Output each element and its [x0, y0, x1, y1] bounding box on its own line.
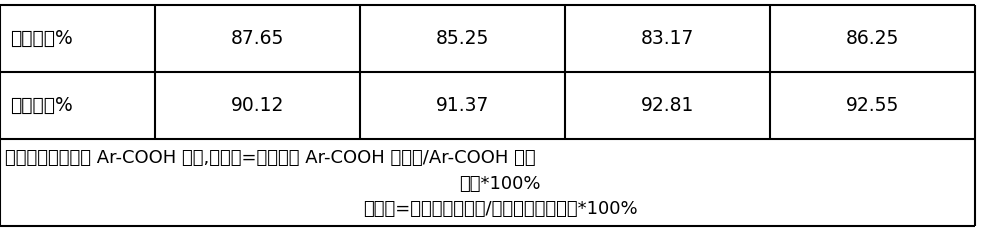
- Text: 91.37: 91.37: [436, 96, 489, 115]
- Text: 86.25: 86.25: [846, 29, 899, 48]
- Text: 选择性，%: 选择性，%: [10, 96, 73, 115]
- Text: 85.25: 85.25: [436, 29, 489, 48]
- Text: 87.65: 87.65: [231, 29, 284, 48]
- Text: 表中转化率以原料 Ar-COOH 计算,转化率=已转化的 Ar-COOH 摩尔量/Ar-COOH 总摩: 表中转化率以原料 Ar-COOH 计算,转化率=已转化的 Ar-COOH 摩尔量…: [5, 149, 536, 167]
- Text: 90.12: 90.12: [231, 96, 284, 115]
- Text: 92.81: 92.81: [641, 96, 694, 115]
- Text: 选择性=目标产物摩尔量/所有产物总摩尔量*100%: 选择性=目标产物摩尔量/所有产物总摩尔量*100%: [363, 200, 637, 218]
- Text: 83.17: 83.17: [641, 29, 694, 48]
- Text: 转化率，%: 转化率，%: [10, 29, 73, 48]
- Text: 92.55: 92.55: [846, 96, 899, 115]
- Text: 尔量*100%: 尔量*100%: [459, 175, 541, 193]
